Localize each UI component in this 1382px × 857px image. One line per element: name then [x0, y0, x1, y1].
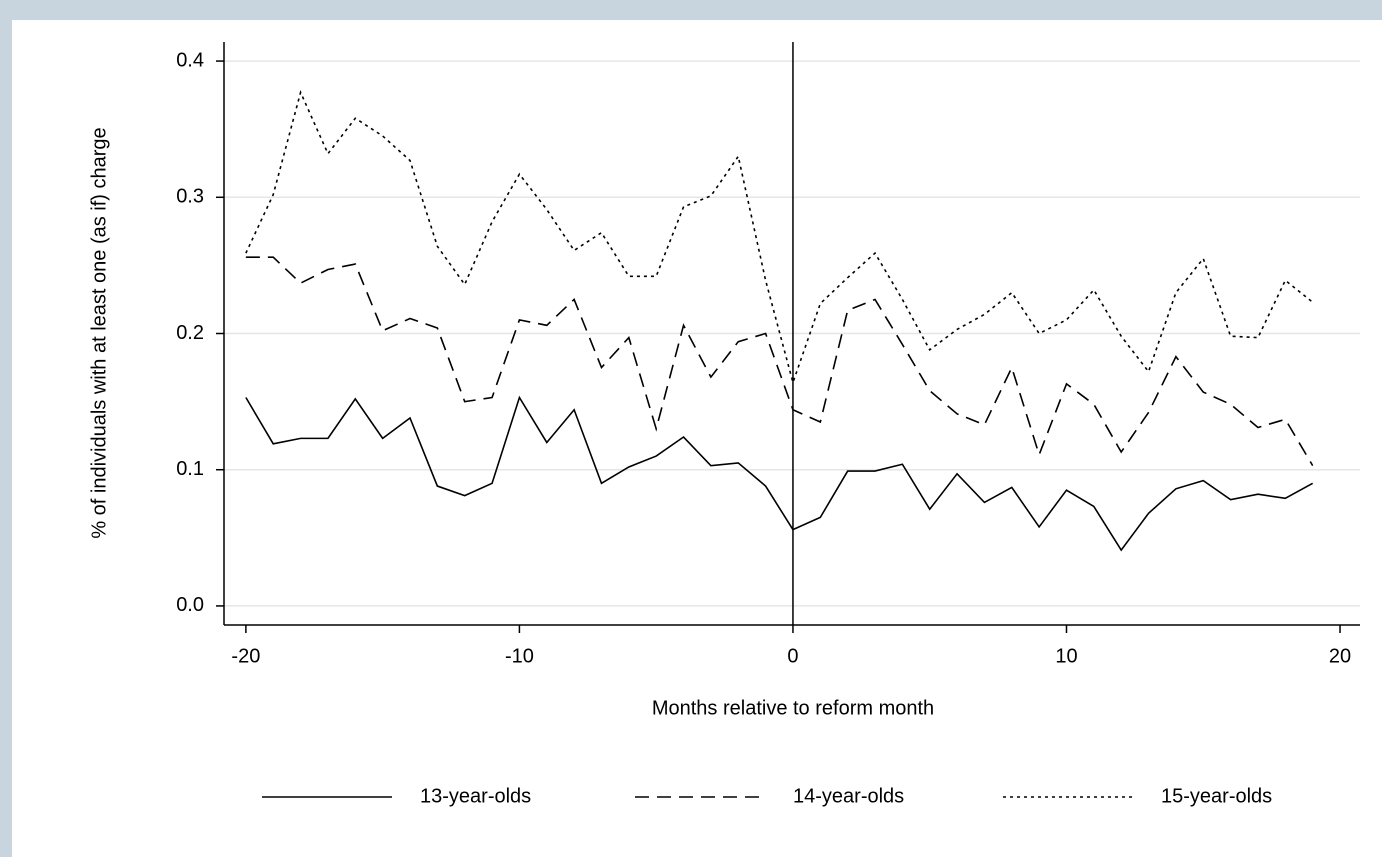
- legend-label: 14-year-olds: [793, 785, 904, 807]
- series-line: [245, 90, 1314, 386]
- series-line: [245, 395, 1314, 552]
- y-tick-label: 0.2: [176, 322, 204, 344]
- x-tick-label: 20: [1329, 645, 1351, 667]
- legend-label: 13-year-olds: [420, 785, 531, 807]
- x-tick-label: -20: [231, 645, 260, 667]
- y-tick-label: 0.4: [176, 49, 204, 71]
- series-line: [245, 256, 1314, 467]
- chart-background: [12, 20, 1382, 857]
- y-axis-title: % of individuals with at least one (as i…: [88, 127, 110, 538]
- y-tick-label: 0.3: [176, 186, 204, 208]
- y-tick-label: 0.0: [176, 594, 204, 616]
- y-tick-label: 0.1: [176, 458, 204, 480]
- x-tick-label: -10: [505, 645, 534, 667]
- legend-label: 15-year-olds: [1161, 785, 1272, 807]
- x-tick-label: 0: [787, 645, 798, 667]
- x-axis-title: Months relative to reform month: [652, 697, 934, 719]
- x-tick-label: 10: [1055, 645, 1077, 667]
